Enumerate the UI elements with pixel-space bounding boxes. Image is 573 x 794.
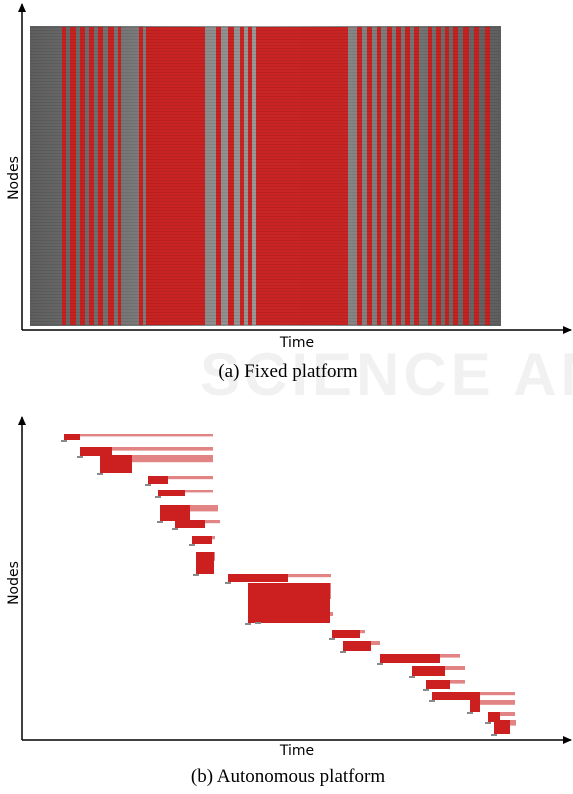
idle-step — [485, 722, 491, 724]
panel-a-caption: (a) Fixed platform — [218, 361, 358, 382]
idle-step — [193, 574, 199, 576]
idle-step — [329, 638, 335, 640]
watermark: SCIENCE AND TECHN — [200, 341, 573, 408]
activity-block — [470, 700, 480, 712]
activity-block — [494, 720, 510, 734]
panel-b-activity — [61, 434, 516, 736]
activity-block — [432, 692, 480, 700]
activity-tail — [330, 583, 331, 599]
panel-a-x-label: Time — [279, 335, 314, 351]
activity-tail — [450, 680, 465, 684]
activity-block — [160, 505, 190, 521]
activity-block — [100, 455, 132, 473]
panel-b-caption: (b) Autonomous platform — [191, 766, 385, 787]
idle-step — [145, 484, 151, 486]
activity-tail — [500, 712, 515, 716]
idle-step — [491, 734, 497, 736]
panel-a: Time Nodes (a) Fixed platform — [6, 3, 572, 382]
idle-step — [255, 622, 261, 624]
activity-tail — [440, 654, 460, 658]
panel-b: Time Nodes (b) Autonomous platform — [6, 416, 572, 787]
idle-step — [189, 544, 195, 546]
activity-block — [380, 654, 440, 663]
activity-block — [192, 536, 212, 544]
activity-tail — [360, 630, 365, 634]
activity-tail — [480, 700, 515, 705]
activity-tail — [205, 520, 220, 524]
activity-block — [64, 434, 80, 440]
panel-b-x-label: Time — [279, 743, 314, 759]
activity-tail — [168, 476, 213, 480]
idle-step — [225, 582, 231, 584]
idle-step — [423, 689, 429, 691]
activity-tail — [480, 692, 515, 696]
idle-step — [340, 651, 346, 653]
activity-block — [158, 490, 185, 496]
activity-tail — [80, 434, 213, 437]
activity-tail — [190, 505, 218, 512]
activity-block — [258, 612, 330, 622]
activity-tail — [288, 574, 331, 578]
activity-tail — [132, 455, 213, 463]
activity-block — [426, 680, 450, 689]
idle-step — [77, 456, 83, 458]
idle-step — [172, 528, 178, 530]
idle-step — [377, 663, 383, 665]
activity-block — [148, 476, 168, 484]
idle-step — [155, 496, 161, 498]
idle-step — [97, 473, 103, 475]
idle-step — [409, 676, 415, 678]
activity-tail — [185, 490, 213, 493]
activity-block — [175, 520, 205, 528]
activity-tail — [330, 612, 333, 616]
activity-tail — [212, 536, 215, 540]
activity-block — [412, 666, 445, 676]
activity-tail — [445, 666, 465, 670]
idle-step — [429, 700, 435, 702]
activity-block — [228, 574, 288, 582]
idle-step — [245, 623, 251, 625]
activity-tail — [510, 720, 516, 726]
activity-block — [80, 447, 112, 456]
activity-tail — [112, 447, 213, 451]
idle-step — [157, 521, 163, 523]
activity-block — [343, 641, 371, 651]
panel-b-y-label: Nodes — [6, 561, 22, 605]
activity-tail — [371, 641, 380, 645]
idle-step — [467, 712, 473, 714]
idle-step — [61, 440, 67, 442]
activity-tail — [214, 552, 215, 561]
activity-block — [488, 712, 500, 722]
panel-a-y-label: Nodes — [6, 156, 22, 200]
activity-block — [332, 630, 360, 638]
panel-a-row-lines — [30, 26, 501, 326]
activity-block — [196, 552, 214, 574]
